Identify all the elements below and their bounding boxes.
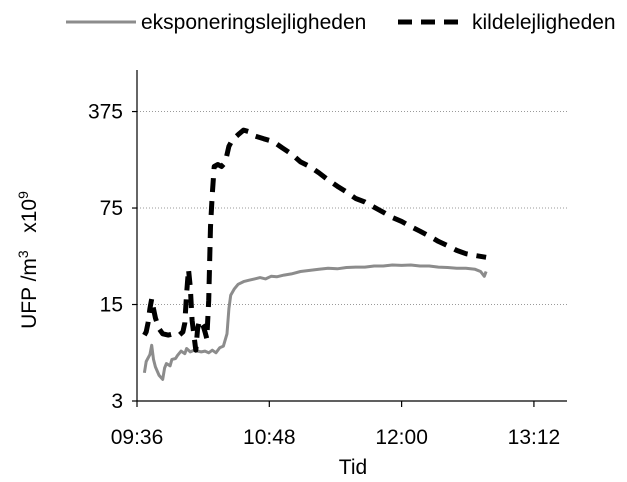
series-lines	[142, 127, 488, 381]
x-tick-label-10:48: 10:48	[243, 426, 296, 449]
y-tick-label-75: 75	[100, 197, 123, 220]
y-gridlines	[137, 111, 567, 306]
x-axis-title: Tid	[339, 456, 367, 479]
x-tick-label-09:36: 09:36	[111, 426, 164, 449]
axes	[132, 70, 567, 407]
y-axis-title: UFP /m3 x109	[15, 191, 41, 329]
x-tick-label-13:12: 13:12	[508, 426, 561, 449]
y-tick-labels: 3 15 75 375	[88, 101, 123, 413]
x-tick-labels: 09:36 10:48 12:00 13:12	[111, 426, 560, 449]
legend-label-eksponeringslejligheden: eksponeringslejligheden	[141, 11, 366, 34]
y-tick-label-3: 3	[111, 390, 123, 413]
series-line-eksponeringslejligheden	[142, 263, 488, 381]
legend: eksponeringslejligheden kildelejligheden	[66, 11, 616, 34]
x-tick-label-12:00: 12:00	[375, 426, 428, 449]
y-tick-label-375: 375	[88, 101, 123, 124]
legend-label-kildelejligheden: kildelejligheden	[472, 11, 616, 34]
series-line-kildelejligheden	[142, 127, 487, 353]
y-tick-label-15: 15	[100, 294, 123, 317]
